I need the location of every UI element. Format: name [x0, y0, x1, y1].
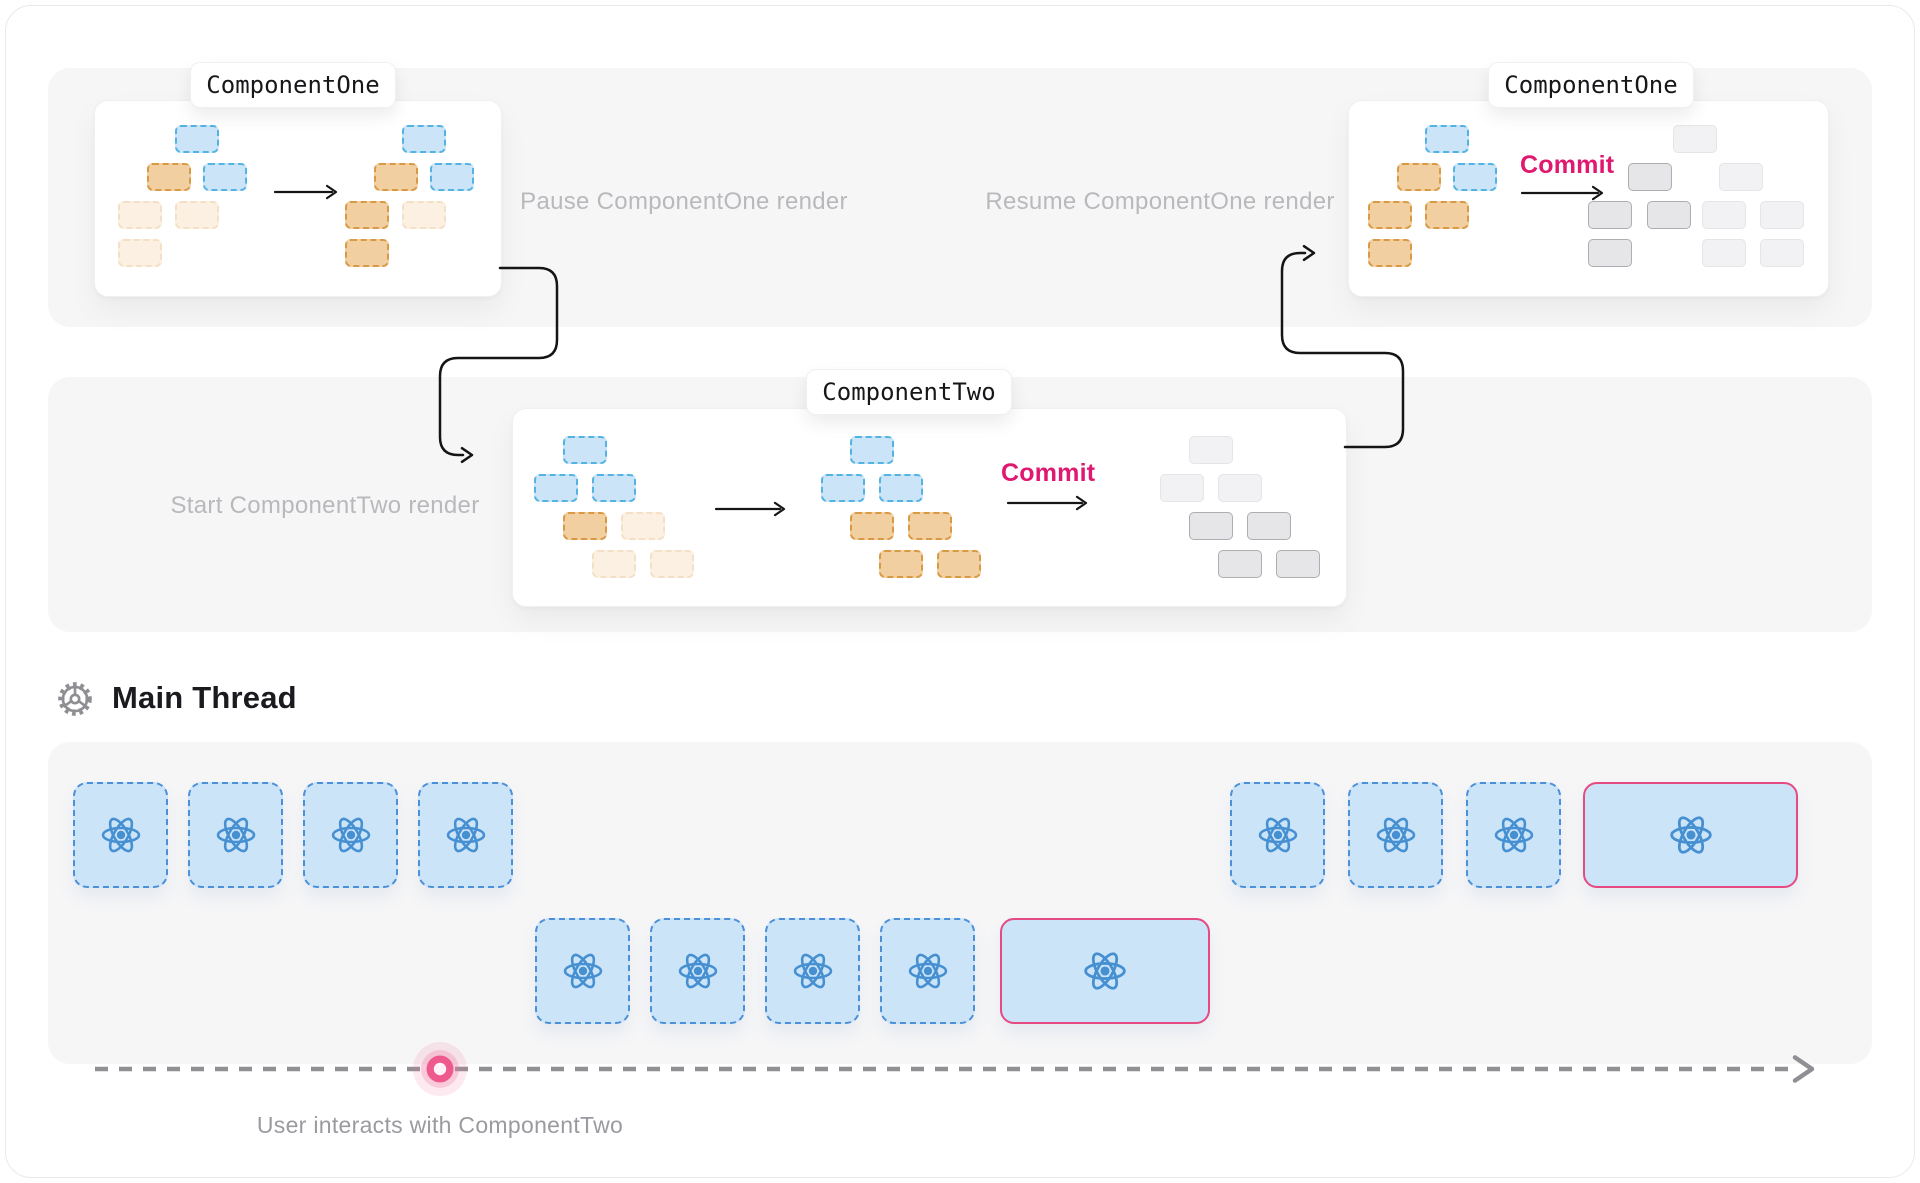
render-work-block [880, 918, 975, 1024]
render-work-block [418, 782, 513, 888]
fiber-node-gray [1588, 239, 1632, 267]
fiber-node-blue [430, 163, 474, 191]
component-one-resume-card [1348, 100, 1829, 297]
fiber-node-blue [563, 436, 607, 464]
react-logo-icon [908, 953, 947, 989]
fiber-node-blue [175, 125, 219, 153]
fiber-node-gray [1647, 201, 1691, 229]
fiber-node-orange [563, 512, 607, 540]
fiber-node-blue [879, 474, 923, 502]
fiber-node-blue [402, 125, 446, 153]
commit-block [1000, 918, 1210, 1024]
commit-block [1583, 782, 1798, 888]
fiber-node-orange [1368, 201, 1412, 229]
fiber-node-orange [1425, 201, 1469, 229]
fiber-node-gray [1588, 201, 1632, 229]
caption-user-interaction: User interacts with ComponentTwo [256, 1112, 624, 1138]
render-work-block [1348, 782, 1443, 888]
fiber-node-gray [1276, 550, 1320, 578]
fiber-node-orange [850, 512, 894, 540]
main-thread-title: Main Thread [112, 680, 297, 715]
react-logo-icon [1376, 817, 1415, 853]
react-logo-icon [1494, 817, 1533, 853]
render-work-block [1466, 782, 1561, 888]
react-logo-icon [101, 817, 140, 853]
component-one-pill-right: ComponentOne [1488, 62, 1694, 108]
fiber-node-faint-gray [1189, 436, 1233, 464]
fiber-node-orange [937, 550, 981, 578]
fiber-node-faint-gray [1702, 239, 1746, 267]
fiber-node-faint-orange [402, 201, 446, 229]
fiber-node-blue [534, 474, 578, 502]
fiber-node-faint-gray [1760, 201, 1804, 229]
caption-start-render: Start ComponentTwo render [170, 492, 480, 519]
fiber-node-orange [1368, 239, 1412, 267]
fiber-node-faint-orange [621, 512, 665, 540]
fiber-node-orange [345, 201, 389, 229]
fiber-node-orange [908, 512, 952, 540]
fiber-node-faint-orange [592, 550, 636, 578]
fiber-node-faint-orange [118, 201, 162, 229]
fiber-node-faint-gray [1702, 201, 1746, 229]
fiber-node-faint-orange [118, 239, 162, 267]
render-work-block [765, 918, 860, 1024]
render-work-block [650, 918, 745, 1024]
fiber-node-gray [1247, 512, 1291, 540]
gear-icon [58, 682, 92, 716]
fiber-node-blue [850, 436, 894, 464]
fiber-node-faint-orange [175, 201, 219, 229]
react-logo-icon [1258, 817, 1297, 853]
fiber-node-faint-orange [650, 550, 694, 578]
component-two-pill: ComponentTwo [806, 369, 1012, 415]
caption-resume-render: Resume ComponentOne render [985, 188, 1335, 215]
fiber-node-blue [1425, 125, 1469, 153]
fiber-node-faint-gray [1673, 125, 1717, 153]
react-logo-icon [216, 817, 255, 853]
caption-pause-render: Pause ComponentOne render [520, 188, 848, 215]
fiber-node-faint-gray [1760, 239, 1804, 267]
fiber-node-blue [592, 474, 636, 502]
fiber-node-faint-gray [1719, 163, 1763, 191]
render-work-block [1230, 782, 1325, 888]
fiber-node-orange [374, 163, 418, 191]
render-work-block [303, 782, 398, 888]
component-one-pill-left: ComponentOne [190, 62, 396, 108]
fiber-node-faint-gray [1160, 474, 1204, 502]
react-logo-icon [678, 953, 717, 989]
fiber-node-gray [1218, 550, 1262, 578]
react-logo-icon [1084, 952, 1126, 990]
render-work-block [73, 782, 168, 888]
fiber-node-orange [147, 163, 191, 191]
react-logo-icon [563, 953, 602, 989]
interaction-dot-center [433, 1062, 447, 1076]
react-logo-icon [331, 817, 370, 853]
fiber-node-gray [1189, 512, 1233, 540]
fiber-node-orange [345, 239, 389, 267]
render-work-block [535, 918, 630, 1024]
commit-label-component-one: Commit [1520, 151, 1615, 179]
fiber-node-orange [1397, 163, 1441, 191]
commit-label-component-two: Commit [1001, 459, 1096, 487]
fiber-node-gray [1628, 163, 1672, 191]
fiber-node-orange [879, 550, 923, 578]
react-logo-icon [1669, 816, 1712, 854]
fiber-node-blue [203, 163, 247, 191]
fiber-node-blue [821, 474, 865, 502]
fiber-node-faint-gray [1218, 474, 1262, 502]
react-logo-icon [446, 817, 485, 853]
fiber-node-blue [1453, 163, 1497, 191]
react-logo-icon [793, 953, 832, 989]
render-work-block [188, 782, 283, 888]
